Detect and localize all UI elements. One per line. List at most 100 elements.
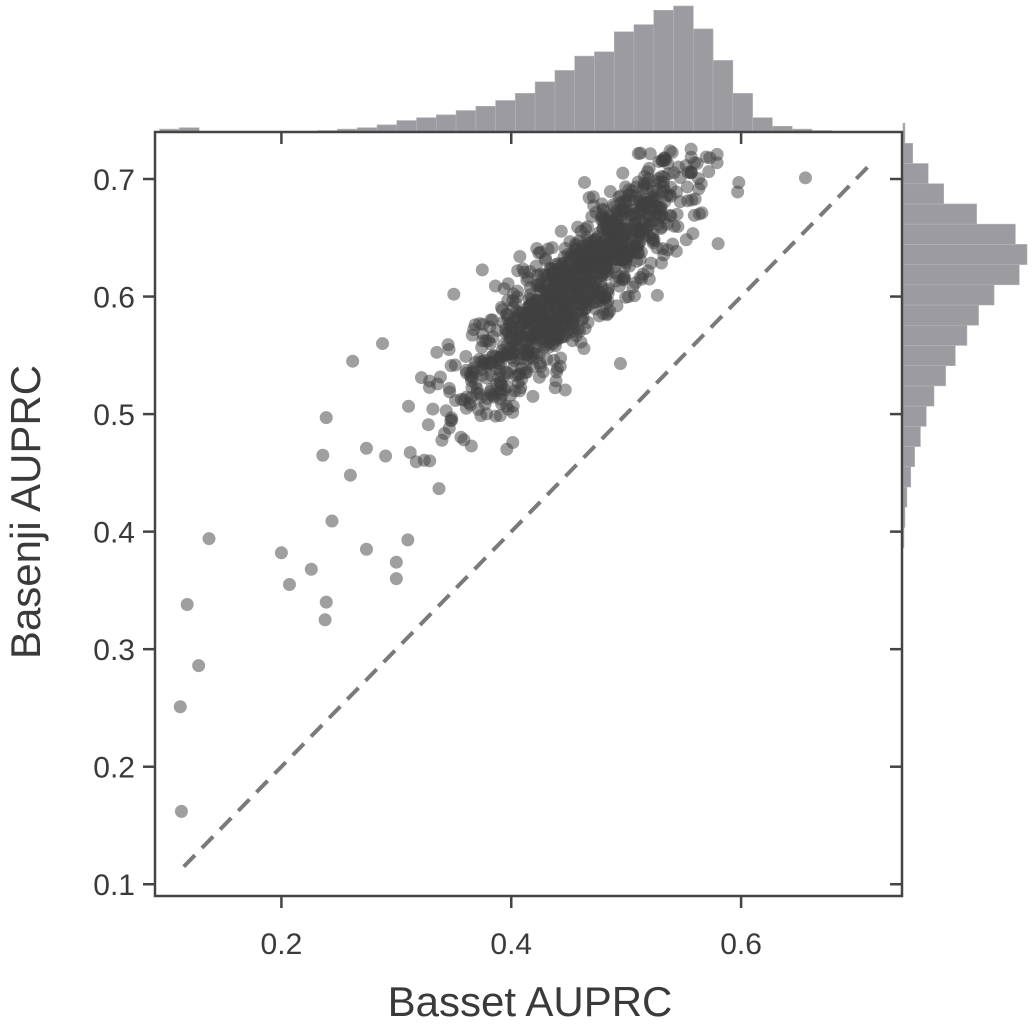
scatter-point xyxy=(710,147,724,161)
y-hist-bar xyxy=(902,426,921,447)
scatter-point xyxy=(475,340,489,354)
scatter-point xyxy=(657,180,671,194)
scatter-point xyxy=(618,229,632,243)
scatter-point xyxy=(359,441,373,455)
scatter-point xyxy=(553,359,567,373)
y-hist-bar xyxy=(902,345,956,366)
y-hist-bar xyxy=(902,183,944,205)
scatter-point xyxy=(511,311,525,325)
scatter-point xyxy=(616,166,630,180)
scatter-point xyxy=(488,279,502,293)
scatter-point xyxy=(687,208,701,222)
scatter-point xyxy=(643,147,657,161)
scatter-point xyxy=(442,381,456,395)
y-tick-label: 0.5 xyxy=(93,399,135,432)
scatter-point xyxy=(570,242,584,256)
scatter-point xyxy=(495,397,509,411)
scatter-point xyxy=(379,449,393,463)
x-hist-bar xyxy=(732,93,753,133)
x-marginal-histogram xyxy=(159,5,832,133)
scatter-point xyxy=(389,555,403,569)
scatter-point xyxy=(575,312,589,326)
scatter-point xyxy=(430,345,444,359)
scatter-point xyxy=(542,307,556,321)
scatter-point xyxy=(180,598,194,612)
scatter-point xyxy=(513,250,527,264)
tick-labels: 0.2 0.4 0.6 0.1 0.2 0.3 0.4 0.5 0.6 0.7 xyxy=(93,164,762,961)
y-hist-bar xyxy=(902,486,908,508)
scatter-point xyxy=(421,418,435,432)
scatter-point xyxy=(173,700,187,714)
scatter-point xyxy=(473,317,487,331)
scatter-point xyxy=(566,284,580,298)
scatter-point xyxy=(540,338,554,352)
scatter-point xyxy=(548,283,562,297)
scatter-point xyxy=(667,219,681,233)
scatter-point xyxy=(319,595,333,609)
scatter-point xyxy=(523,314,537,328)
scatter-point xyxy=(661,167,675,181)
scatter-point xyxy=(521,347,535,361)
scatter-point xyxy=(578,175,592,189)
scatter-point xyxy=(624,208,638,222)
scatter-point xyxy=(432,482,446,496)
x-axis-label: Basset AUPRC xyxy=(388,978,673,1025)
scatter-point xyxy=(526,389,540,403)
scatter-point xyxy=(654,256,668,270)
scatter-point xyxy=(447,287,461,301)
scatter-point xyxy=(500,442,514,456)
scatter-point xyxy=(502,325,516,339)
scatter-point xyxy=(554,224,568,238)
scatter-point xyxy=(501,277,515,291)
axis-ticks xyxy=(143,132,902,908)
scatter-point xyxy=(472,387,486,401)
scatter-point xyxy=(642,161,656,175)
scatter-point xyxy=(594,294,608,308)
scatter-point xyxy=(731,185,745,199)
scatter-point xyxy=(590,266,604,280)
diagonal-dashed-line xyxy=(182,165,869,869)
x-hist-bar xyxy=(515,93,536,133)
scatter-point xyxy=(601,306,615,320)
y-hist-bar xyxy=(902,304,979,326)
x-hist-bar xyxy=(752,117,773,133)
scatter-point xyxy=(448,358,462,372)
y-hist-bar xyxy=(902,244,1028,265)
scatter-point xyxy=(531,268,545,282)
scatter-point xyxy=(274,546,288,560)
scatter-point xyxy=(540,270,554,284)
y-hist-bar xyxy=(902,284,995,306)
scatter-point xyxy=(445,413,459,427)
scatter-point xyxy=(548,381,562,395)
scatter-point xyxy=(587,199,601,213)
scatter-point xyxy=(595,210,609,224)
y-tick-label: 0.6 xyxy=(93,282,135,315)
scatter-point xyxy=(471,402,485,416)
x-tick-label: 0.4 xyxy=(490,928,532,961)
scatter-point xyxy=(319,411,333,425)
y-hist-bar xyxy=(902,385,935,407)
scatter-point xyxy=(459,349,473,363)
scatter-point xyxy=(558,383,572,397)
scatter-point xyxy=(495,343,509,357)
scatter-point xyxy=(376,337,390,351)
y-hist-bar xyxy=(902,466,912,488)
scatter-point xyxy=(643,229,657,243)
y-tick-label: 0.4 xyxy=(93,517,135,550)
scatter-point xyxy=(613,357,627,371)
scatter-point xyxy=(304,562,318,576)
scatter-point xyxy=(316,448,330,462)
scatter-point xyxy=(282,578,296,592)
x-hist-bar xyxy=(692,28,714,133)
scatter-point xyxy=(580,266,594,280)
scatter-point xyxy=(633,252,647,266)
scatter-point xyxy=(508,384,522,398)
y-tick-label: 0.7 xyxy=(93,164,135,197)
scatter-point xyxy=(732,176,746,190)
scatter-points xyxy=(173,142,812,818)
scatter-point xyxy=(435,433,449,447)
scatter-point xyxy=(318,613,332,627)
scatter-point xyxy=(414,371,428,385)
scatter-point xyxy=(467,364,481,378)
